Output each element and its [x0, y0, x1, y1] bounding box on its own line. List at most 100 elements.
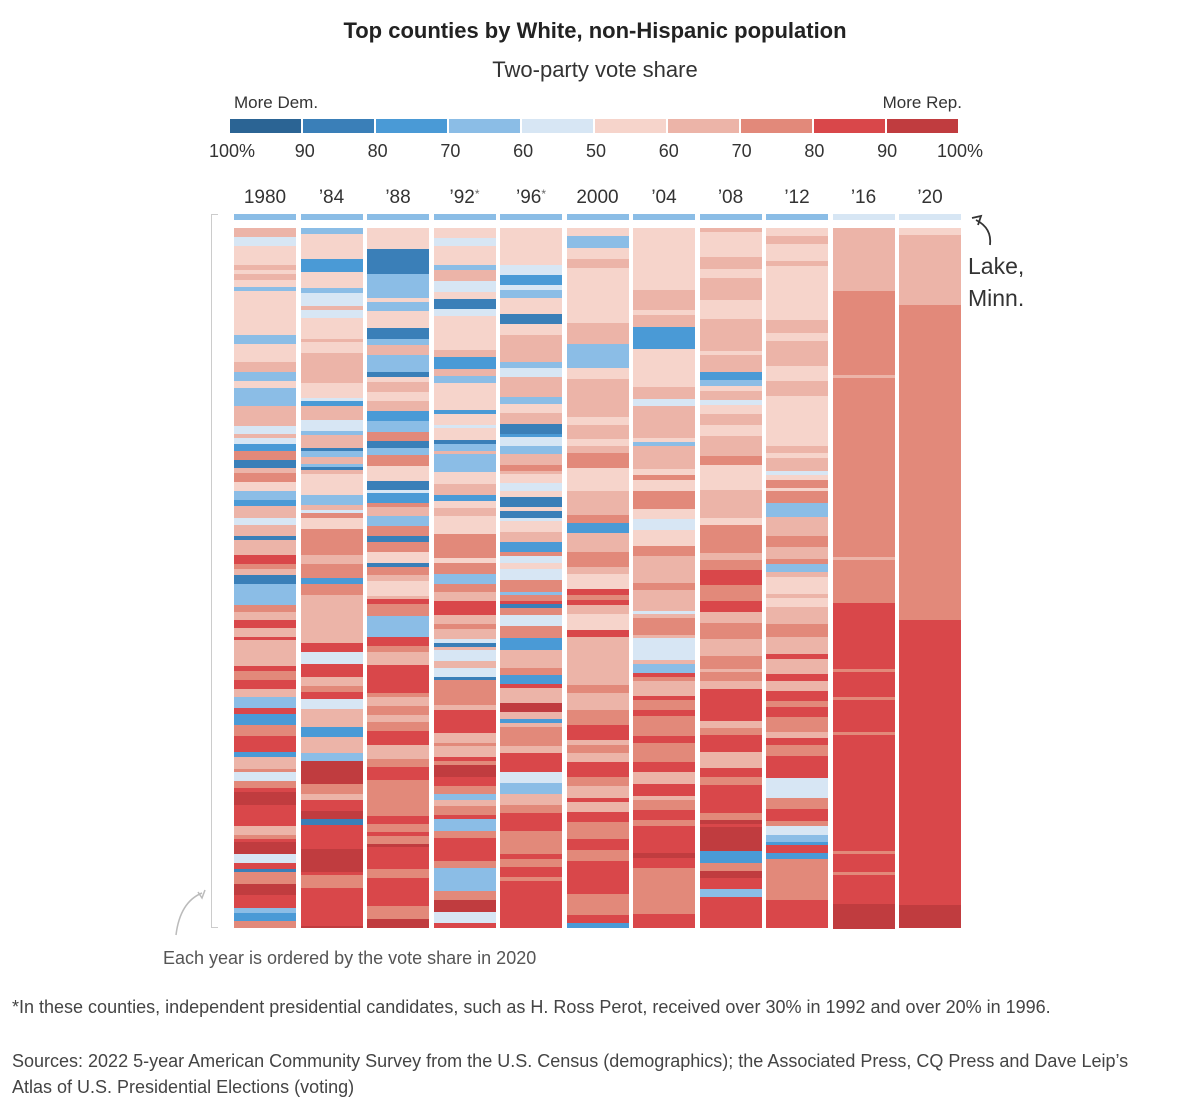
vote-stripe	[367, 616, 429, 626]
vote-stripe	[300, 575, 363, 578]
legend-tick-label: 80	[367, 141, 388, 161]
vote-stripe	[633, 784, 695, 796]
vote-stripe	[633, 888, 695, 900]
vote-stripe	[500, 285, 562, 290]
vote-stripe	[433, 340, 496, 350]
vote-stripe	[699, 269, 762, 275]
vote-stripe	[234, 246, 296, 255]
vote-stripe	[500, 859, 562, 867]
vote-stripe	[699, 340, 762, 345]
vote-stripe	[766, 701, 828, 707]
vote-stripe	[234, 714, 296, 725]
vote-stripe	[766, 624, 828, 631]
legend-tick-label: 50	[585, 141, 607, 161]
vote-stripe	[300, 784, 363, 794]
vote-stripe	[766, 900, 828, 904]
vote-stripe	[699, 612, 762, 623]
vote-stripe	[234, 905, 296, 908]
vote-stripe	[433, 534, 496, 558]
vote-stripe	[500, 908, 562, 911]
vote-stripe	[566, 762, 629, 771]
vote-stripe	[832, 697, 895, 700]
vote-stripe	[766, 435, 828, 446]
vote-stripe	[367, 366, 429, 372]
vote-stripe	[367, 878, 429, 882]
vote-stripe	[566, 734, 629, 740]
vote-stripe	[500, 542, 562, 552]
vote-stripe	[566, 394, 629, 405]
year-column	[899, 228, 961, 929]
vote-stripe	[633, 556, 695, 563]
vote-stripe	[300, 794, 363, 800]
vote-stripe	[234, 555, 296, 559]
vote-stripe	[766, 553, 828, 559]
vote-stripe	[500, 308, 562, 314]
vote-stripe	[433, 428, 496, 440]
vote-stripe	[699, 283, 762, 289]
vote-stripe	[500, 446, 562, 454]
year-column	[633, 228, 695, 928]
vote-stripe	[500, 650, 562, 656]
vote-stripe	[699, 808, 762, 813]
vote-stripe	[433, 661, 496, 668]
vote-stripe	[500, 719, 562, 723]
vote-stripe	[633, 746, 695, 762]
vote-stripe	[433, 265, 496, 270]
vote-stripe	[367, 882, 429, 906]
vote-stripe	[234, 575, 296, 584]
vote-stripe	[500, 813, 562, 820]
vote-stripe	[500, 831, 562, 842]
vote-stripe	[300, 825, 363, 829]
vote-stripe	[633, 491, 695, 509]
vote-stripe	[500, 592, 562, 595]
vote-stripe	[633, 575, 695, 583]
vote-stripe	[433, 472, 496, 484]
vote-stripe	[433, 601, 496, 615]
vote-stripe	[766, 280, 828, 291]
vote-stripe	[234, 468, 296, 473]
vote-stripe	[500, 314, 562, 324]
vote-stripe	[433, 806, 496, 815]
vote-stripe	[766, 587, 828, 594]
vote-stripe	[433, 761, 496, 765]
vote-stripe	[433, 647, 496, 650]
vote-stripe	[300, 518, 363, 529]
vote-stripe	[300, 401, 363, 406]
vote-stripe	[367, 759, 429, 767]
vote-stripe	[300, 398, 363, 401]
vote-stripe	[367, 604, 429, 616]
vote-stripe	[367, 490, 429, 493]
vote-stripe	[566, 630, 629, 637]
vote-stripe	[699, 432, 762, 436]
vote-stripe	[433, 484, 496, 495]
vote-stripe	[500, 703, 562, 712]
vote-stripe	[433, 270, 496, 281]
vote-stripe	[566, 646, 629, 654]
lake-minn-cell	[367, 214, 429, 220]
vote-stripe	[633, 625, 695, 635]
vote-stripe	[367, 824, 429, 832]
vote-stripe	[433, 710, 496, 733]
vote-stripe	[500, 615, 562, 626]
vote-stripe	[699, 662, 762, 669]
vote-stripe	[500, 612, 562, 615]
vote-stripe	[766, 236, 828, 244]
vote-stripe	[766, 842, 828, 845]
vote-stripe	[766, 572, 828, 577]
vote-stripe	[832, 851, 895, 854]
vote-stripe	[234, 640, 296, 666]
vote-stripe	[300, 505, 363, 510]
chart-subtitle: Two-party vote share	[492, 57, 698, 82]
vote-stripe	[699, 238, 762, 250]
vote-stripe	[234, 612, 296, 620]
vote-stripe	[566, 491, 629, 515]
vote-stripe	[699, 228, 762, 232]
vote-stripe	[766, 798, 828, 809]
vote-stripe	[500, 712, 562, 719]
vote-stripe	[633, 868, 695, 877]
year-column	[234, 228, 296, 928]
vote-stripe	[300, 864, 363, 872]
vote-stripe	[633, 762, 695, 772]
vote-stripe	[500, 794, 562, 805]
vote-stripe	[234, 356, 296, 362]
